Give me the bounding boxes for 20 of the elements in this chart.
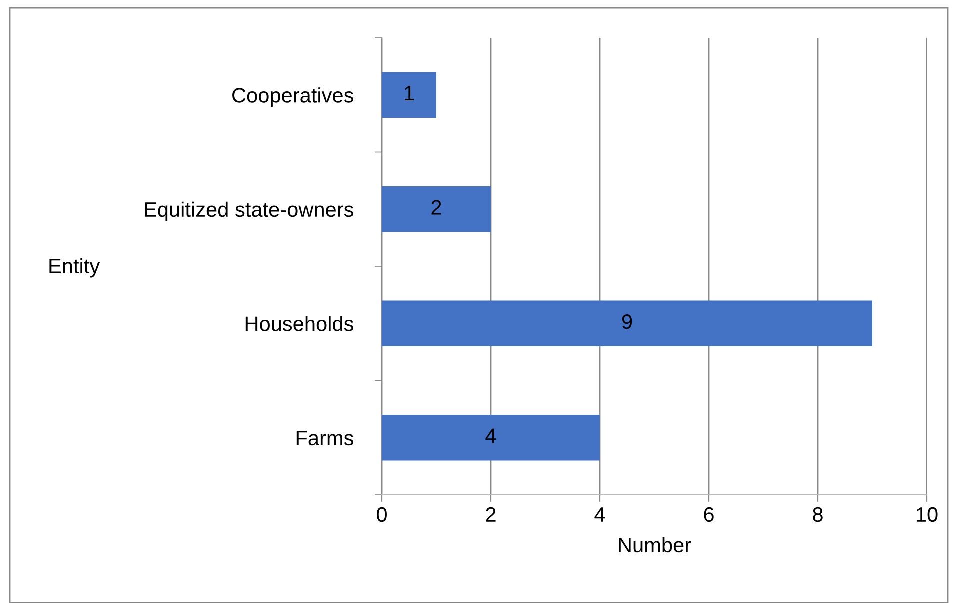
data-label: 4 xyxy=(486,428,496,444)
x-tick-label: 8 xyxy=(813,507,823,522)
bar xyxy=(382,300,872,346)
x-tick-label: 10 xyxy=(917,507,938,522)
y-axis-title: Entity xyxy=(50,258,100,278)
y-tick-label: Households xyxy=(246,316,354,332)
data-label: 9 xyxy=(622,314,632,330)
bar xyxy=(382,415,600,461)
data-label: 2 xyxy=(432,200,442,215)
bar xyxy=(382,186,491,232)
y-tick-label: Equitized state-owners xyxy=(145,202,354,222)
y-tick-label: Farms xyxy=(296,431,354,446)
data-label: 1 xyxy=(405,86,414,101)
x-tick-label: 0 xyxy=(377,507,387,522)
bar xyxy=(382,72,436,118)
x-tick-label: 6 xyxy=(704,507,714,522)
x-tick-label: 4 xyxy=(594,508,606,522)
x-axis-title: Number xyxy=(619,537,692,553)
x-tick-label: 2 xyxy=(486,507,496,522)
y-tick-label: Cooperatives xyxy=(232,88,354,107)
